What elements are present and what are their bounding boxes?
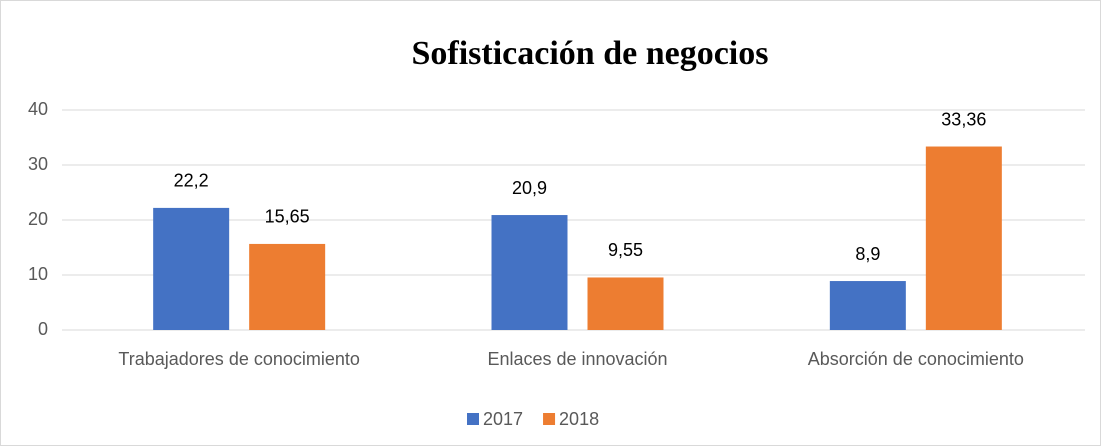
legend-swatch [543, 413, 556, 425]
legend-label: 2017 [483, 409, 523, 429]
y-tick-label: 30 [28, 154, 48, 174]
bar [153, 207, 230, 330]
x-tick-label: Enlaces de innovación [487, 349, 667, 369]
value-label: 15,65 [265, 207, 310, 227]
y-tick-label: 0 [38, 319, 48, 339]
bar [829, 281, 906, 330]
value-label: 33,36 [941, 109, 986, 129]
y-tick-label: 10 [28, 264, 48, 284]
chart-title: Sofisticación de negocios [412, 35, 769, 72]
value-label: 9,55 [608, 240, 643, 260]
value-label: 22,2 [174, 171, 209, 191]
legend-swatch [467, 413, 479, 425]
bar [925, 146, 1002, 330]
bar [491, 215, 568, 330]
legend-label: 2018 [559, 409, 599, 429]
x-tick-label: Absorción de conocimiento [808, 349, 1024, 369]
x-tick-label: Trabajadores de conocimiento [118, 349, 359, 369]
y-tick-label: 20 [28, 209, 48, 229]
bar [587, 277, 664, 330]
bar [249, 243, 326, 330]
value-label: 8,9 [855, 244, 880, 264]
y-tick-label: 40 [28, 99, 48, 119]
value-label: 20,9 [512, 178, 547, 198]
